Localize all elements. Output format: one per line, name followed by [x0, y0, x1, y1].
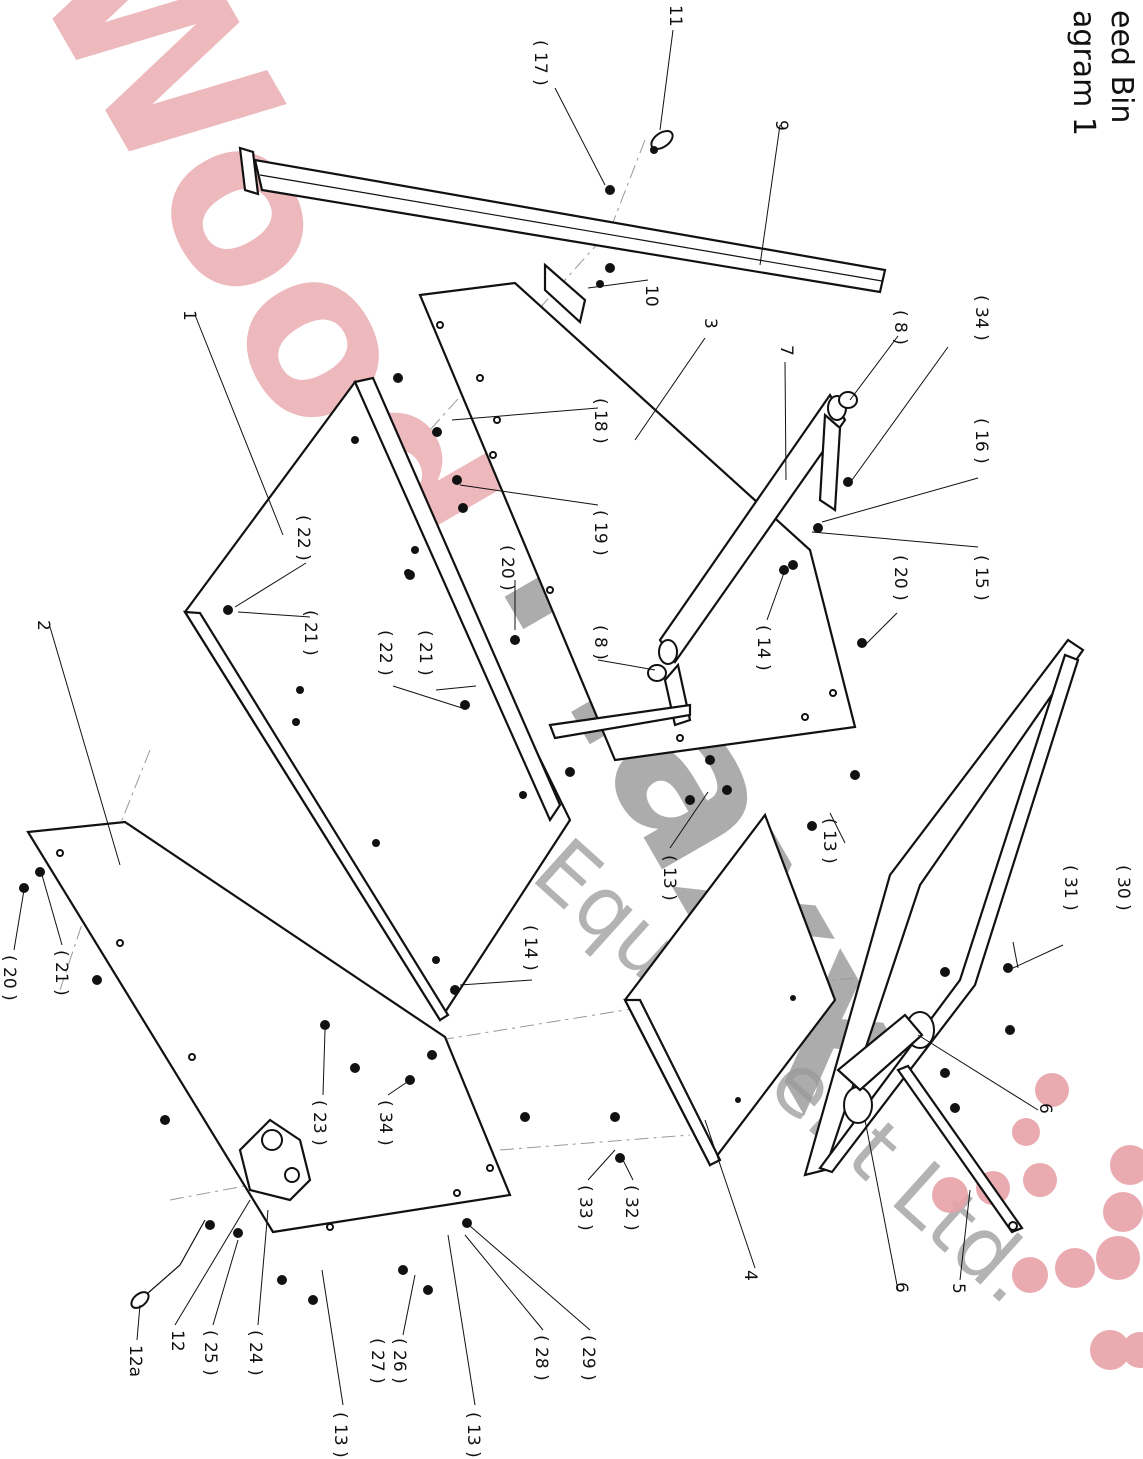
callout-19: ( 19 )	[590, 510, 610, 556]
callout-14b: ( 14 )	[520, 925, 540, 971]
part-11-eye-bolt	[650, 130, 674, 154]
callout-24: ( 24 )	[245, 1330, 265, 1376]
callout-9: 9	[771, 120, 791, 131]
callout-12: 12	[167, 1330, 187, 1352]
callout-10: 10	[641, 285, 661, 307]
callout-13b: ( 13 )	[463, 1412, 483, 1458]
callout-3: 3	[700, 318, 720, 329]
callout-25: ( 25 )	[200, 1330, 220, 1376]
callout-1: 1	[179, 310, 199, 321]
callout-26: ( 26 )	[389, 1338, 409, 1384]
callout-labels: 1 2 3 4 5 6 6 7 ( 8 ) ( 8 ) 9 10 11 12 1…	[0, 5, 1133, 1458]
part-9-long-tube	[238, 146, 887, 294]
callout-17: ( 17 )	[530, 40, 550, 86]
part-1-main-plate	[182, 376, 572, 1023]
diagram-title: eed Bin agram 1	[1066, 10, 1139, 136]
part-10-bracket	[543, 262, 604, 325]
callout-29: ( 29 )	[578, 1335, 598, 1381]
hardware-fasteners	[19, 185, 1015, 1305]
callout-6b: 6	[891, 1282, 911, 1293]
callout-20a: ( 20 )	[497, 545, 517, 591]
callout-22b: ( 22 )	[375, 630, 395, 676]
callout-21a: ( 21 )	[300, 610, 320, 656]
callout-leaders	[13, 29, 1064, 1406]
callout-30: ( 30 )	[1113, 865, 1133, 911]
callout-11: 11	[665, 5, 685, 27]
callout-13c: ( 13 )	[659, 855, 679, 901]
callout-21b: ( 21 )	[415, 630, 435, 676]
callout-5: 5	[948, 1283, 968, 1294]
callout-20b: ( 20 )	[890, 555, 910, 601]
callout-34a: ( 34 )	[971, 295, 991, 341]
callout-34b: ( 34 )	[375, 1100, 395, 1146]
title-line-1: eed Bin	[1104, 10, 1139, 123]
callout-13a: ( 13 )	[330, 1412, 350, 1458]
part-4-lower-plate	[623, 812, 837, 1168]
callout-22a: ( 22 )	[293, 515, 313, 561]
callout-18: ( 18 )	[590, 398, 610, 444]
callout-8b: ( 8 )	[590, 625, 610, 660]
callout-12a: 12a	[125, 1345, 145, 1377]
callout-8a: ( 8 )	[890, 310, 910, 345]
callout-14a: ( 14 )	[753, 625, 773, 671]
callout-27: ( 27 )	[367, 1338, 387, 1384]
part-2-large-plate	[26, 820, 512, 1234]
part-7-cross-tube	[548, 391, 858, 740]
callout-28: ( 28 )	[531, 1335, 551, 1381]
callout-31: ( 31 )	[1060, 865, 1080, 911]
part-12-valve	[130, 1118, 312, 1309]
callout-23: ( 23 )	[309, 1100, 329, 1146]
callout-21c: ( 21 )	[51, 950, 71, 996]
callout-33: ( 33 )	[575, 1185, 595, 1231]
callout-16: ( 16 )	[971, 418, 991, 464]
callout-4: 4	[740, 1270, 760, 1281]
callout-32: ( 32 )	[621, 1185, 641, 1231]
callout-20c: ( 20 )	[0, 955, 19, 1001]
callout-7: 7	[776, 345, 796, 356]
part-3-side-panel	[418, 281, 857, 762]
callout-13d: ( 13 )	[819, 818, 839, 864]
part-5-flat-bar	[896, 1064, 1024, 1234]
title-line-2: agram 1	[1066, 10, 1101, 136]
callout-2: 2	[33, 620, 53, 631]
callout-15: ( 15 )	[971, 555, 991, 601]
part-6-handle-frame	[803, 638, 1085, 1177]
callout-6a: 6	[1035, 1103, 1055, 1114]
